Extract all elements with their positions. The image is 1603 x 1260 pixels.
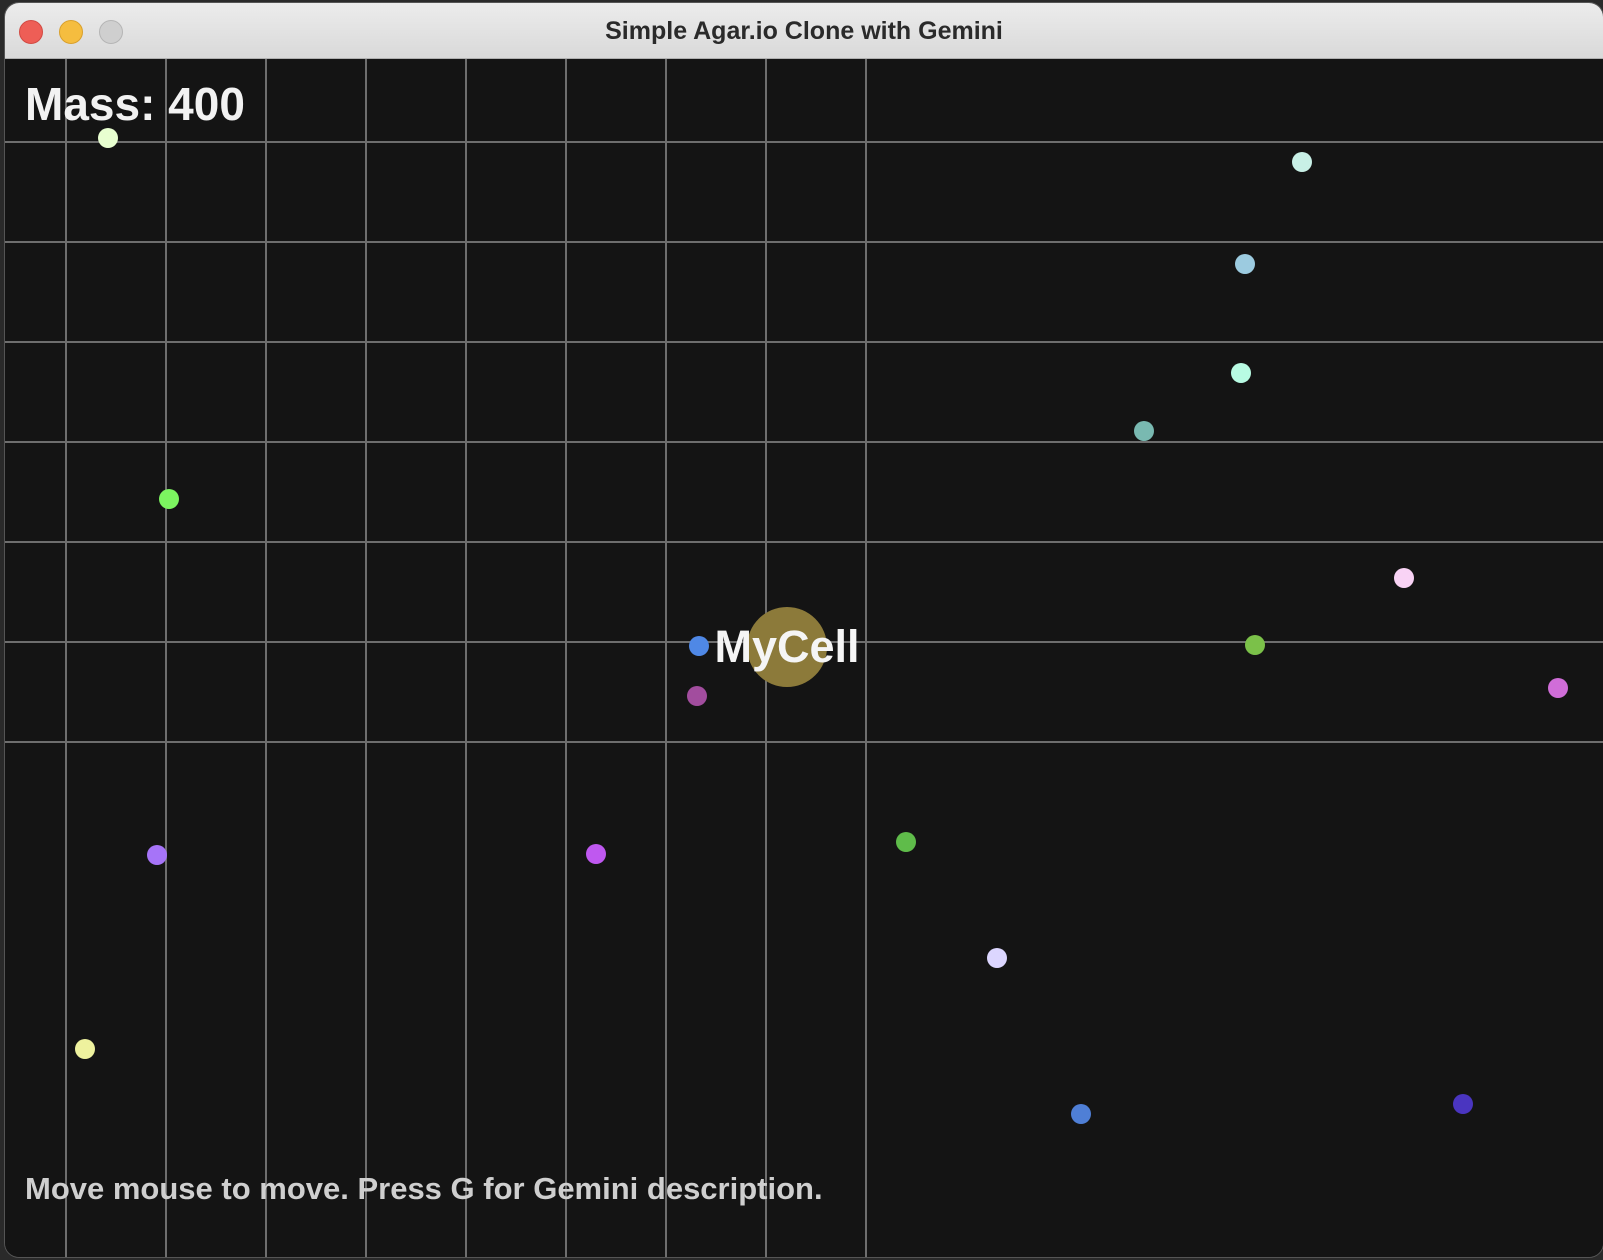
food-pellet [98, 128, 118, 148]
food-pellet [1071, 1104, 1091, 1124]
food-pellet [1235, 254, 1255, 274]
minimize-button[interactable] [59, 20, 83, 44]
food-pellet [1292, 152, 1312, 172]
title-bar: Simple Agar.io Clone with Gemini [5, 3, 1603, 59]
food-pellet [147, 845, 167, 865]
player-cell [747, 607, 827, 687]
food-pellet [1134, 421, 1154, 441]
background-grid [5, 59, 1603, 1257]
food-pellet [1231, 363, 1251, 383]
food-pellet [689, 636, 709, 656]
game-canvas[interactable]: MyCell Mass: 400 Move mouse to move. Pre… [5, 59, 1603, 1257]
food-pellet [1548, 678, 1568, 698]
food-pellet [987, 948, 1007, 968]
food-pellet [159, 489, 179, 509]
help-text: Move mouse to move. Press G for Gemini d… [25, 1171, 823, 1206]
close-button[interactable] [19, 20, 43, 44]
food-pellet [687, 686, 707, 706]
food-pellet [1394, 568, 1414, 588]
player-cell-group: MyCell [714, 607, 860, 687]
food-pellet [896, 832, 916, 852]
game-world: MyCell [5, 59, 1603, 1257]
mass-counter: Mass: 400 [25, 78, 245, 130]
window-title: Simple Agar.io Clone with Gemini [605, 17, 1003, 45]
food-layer [75, 128, 1568, 1124]
food-pellet [586, 844, 606, 864]
food-pellet [1453, 1094, 1473, 1114]
maximize-button[interactable] [99, 20, 123, 44]
player-name-label: MyCell [714, 621, 859, 672]
app-window: Simple Agar.io Clone with Gemini MyCell … [5, 3, 1603, 1257]
food-pellet [75, 1039, 95, 1059]
food-pellet [1245, 635, 1265, 655]
